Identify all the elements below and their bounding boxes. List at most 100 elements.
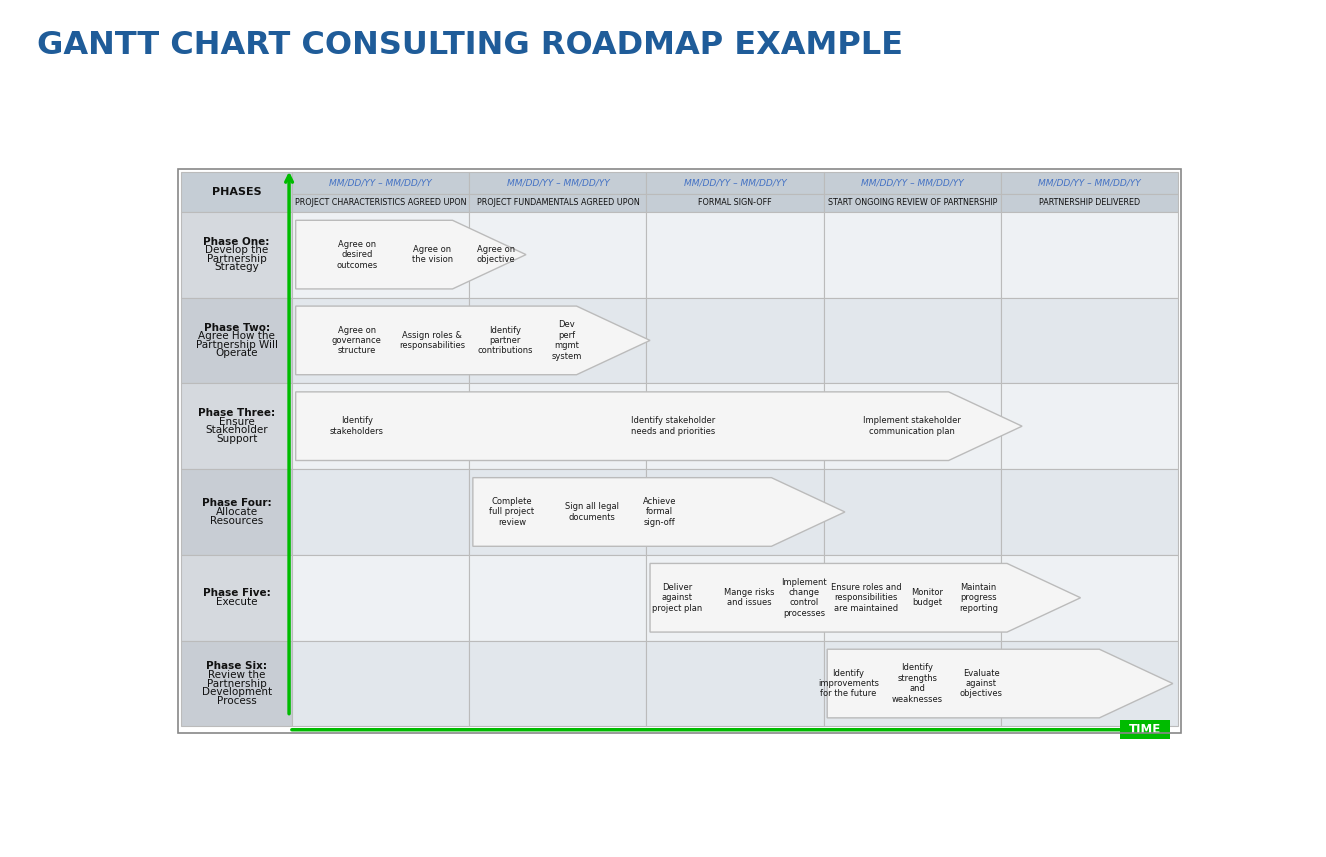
Text: Maintain
progress
reporting: Maintain progress reporting xyxy=(959,583,998,613)
Bar xyxy=(469,297,647,383)
Text: MM/DD/YY – MM/DD/YY: MM/DD/YY – MM/DD/YY xyxy=(1038,178,1140,188)
Polygon shape xyxy=(296,306,650,375)
Text: FORMAL SIGN-OFF: FORMAL SIGN-OFF xyxy=(699,198,772,207)
Bar xyxy=(647,469,823,554)
Text: Identify
strengths
and
weaknesses: Identify strengths and weaknesses xyxy=(892,663,943,704)
Bar xyxy=(292,172,469,194)
Bar xyxy=(823,641,1001,727)
Text: Implement stakeholder
communication plan: Implement stakeholder communication plan xyxy=(863,417,961,436)
Bar xyxy=(182,297,292,383)
Bar xyxy=(823,554,1001,641)
Text: Agree on
objective: Agree on objective xyxy=(476,245,516,264)
Bar xyxy=(292,194,469,212)
Bar xyxy=(823,212,1001,297)
Bar xyxy=(182,212,292,297)
Text: Allocate: Allocate xyxy=(216,507,257,517)
Bar xyxy=(292,383,469,469)
Bar xyxy=(1001,172,1177,194)
Bar xyxy=(647,194,823,212)
Bar xyxy=(823,172,1001,194)
Text: PHASES: PHASES xyxy=(212,187,261,197)
Text: Implement
change
control
processes: Implement change control processes xyxy=(781,578,827,618)
Text: Develop the: Develop the xyxy=(206,245,268,255)
Text: Review the: Review the xyxy=(208,670,265,680)
Text: Support: Support xyxy=(216,434,257,444)
Bar xyxy=(182,641,292,727)
Bar xyxy=(1001,641,1177,727)
Bar xyxy=(1001,383,1177,469)
Bar xyxy=(469,212,647,297)
Text: Phase One:: Phase One: xyxy=(203,237,271,247)
Polygon shape xyxy=(827,650,1174,718)
Text: Stakeholder: Stakeholder xyxy=(206,425,268,435)
Text: Strategy: Strategy xyxy=(215,262,259,273)
Text: Partnership Will: Partnership Will xyxy=(196,339,277,350)
Bar xyxy=(469,383,647,469)
Bar xyxy=(647,212,823,297)
Bar xyxy=(647,641,823,727)
Text: PARTNERSHIP DELIVERED: PARTNERSHIP DELIVERED xyxy=(1038,198,1140,207)
Text: Operate: Operate xyxy=(215,348,259,358)
Text: MM/DD/YY – MM/DD/YY: MM/DD/YY – MM/DD/YY xyxy=(684,178,786,188)
Text: PROJECT CHARACTERISTICS AGREED UPON: PROJECT CHARACTERISTICS AGREED UPON xyxy=(294,198,467,207)
Text: Agree How the: Agree How the xyxy=(198,331,274,341)
Bar xyxy=(1001,554,1177,641)
Text: Identify
stakeholders: Identify stakeholders xyxy=(330,417,383,436)
Text: Complete
full project
review: Complete full project review xyxy=(489,497,534,527)
Text: Phase Three:: Phase Three: xyxy=(198,408,276,418)
Text: Evaluate
against
objectives: Evaluate against objectives xyxy=(960,668,1002,698)
Bar xyxy=(647,297,823,383)
Polygon shape xyxy=(296,392,1022,460)
Bar xyxy=(292,212,469,297)
Text: Phase Six:: Phase Six: xyxy=(206,662,267,671)
Text: Ensure: Ensure xyxy=(219,417,255,427)
Bar xyxy=(647,554,823,641)
Text: Phase Four:: Phase Four: xyxy=(202,499,272,508)
Bar xyxy=(292,554,469,641)
Text: Agree on
the vision: Agree on the vision xyxy=(411,245,452,264)
Text: Ensure roles and
responsibilities
are maintained: Ensure roles and responsibilities are ma… xyxy=(831,583,902,613)
Text: Agree on
governance
structure: Agree on governance structure xyxy=(332,326,382,356)
Bar xyxy=(292,469,469,554)
Bar xyxy=(1001,212,1177,297)
Text: Achieve
formal
sign-off: Achieve formal sign-off xyxy=(643,497,676,527)
Bar xyxy=(469,554,647,641)
Text: Process: Process xyxy=(216,696,256,705)
Bar xyxy=(1001,297,1177,383)
Text: MM/DD/YY – MM/DD/YY: MM/DD/YY – MM/DD/YY xyxy=(329,178,432,188)
Text: Identify stakeholder
needs and priorities: Identify stakeholder needs and prioritie… xyxy=(631,417,715,436)
Text: Dev
perf
mgmt
system: Dev perf mgmt system xyxy=(552,321,582,361)
Bar xyxy=(1120,721,1170,739)
Bar xyxy=(469,194,647,212)
Text: START ONGOING REVIEW OF PARTNERSHIP: START ONGOING REVIEW OF PARTNERSHIP xyxy=(827,198,997,207)
Text: Assign roles &
responsabilities: Assign roles & responsabilities xyxy=(399,331,465,351)
Bar xyxy=(1001,469,1177,554)
Bar xyxy=(823,469,1001,554)
Bar xyxy=(292,297,469,383)
Bar xyxy=(1001,194,1177,212)
Text: Sign all legal
documents: Sign all legal documents xyxy=(565,502,618,522)
Bar xyxy=(182,383,292,469)
Text: MM/DD/YY – MM/DD/YY: MM/DD/YY – MM/DD/YY xyxy=(507,178,609,188)
Bar xyxy=(823,297,1001,383)
Text: Mange risks
and issues: Mange risks and issues xyxy=(724,588,774,608)
Bar xyxy=(823,383,1001,469)
Text: Development: Development xyxy=(202,687,272,697)
Bar xyxy=(469,172,647,194)
Text: Phase Five:: Phase Five: xyxy=(203,589,271,598)
Text: Agree on
desired
outcomes: Agree on desired outcomes xyxy=(337,240,378,269)
Text: Monitor
budget: Monitor budget xyxy=(911,588,943,608)
Bar xyxy=(182,554,292,641)
Text: MM/DD/YY – MM/DD/YY: MM/DD/YY – MM/DD/YY xyxy=(861,178,964,188)
Text: GANTT CHART CONSULTING ROADMAP EXAMPLE: GANTT CHART CONSULTING ROADMAP EXAMPLE xyxy=(37,30,903,61)
Text: Deliver
against
project plan: Deliver against project plan xyxy=(652,583,703,613)
Polygon shape xyxy=(650,563,1081,632)
Text: Execute: Execute xyxy=(216,597,257,607)
Text: PROJECT FUNDAMENTALS AGREED UPON: PROJECT FUNDAMENTALS AGREED UPON xyxy=(476,198,639,207)
Bar xyxy=(469,469,647,554)
Text: Partnership: Partnership xyxy=(207,254,267,264)
Bar xyxy=(823,194,1001,212)
Text: Identify
improvements
for the future: Identify improvements for the future xyxy=(818,668,879,698)
Bar xyxy=(647,383,823,469)
Bar xyxy=(647,172,823,194)
